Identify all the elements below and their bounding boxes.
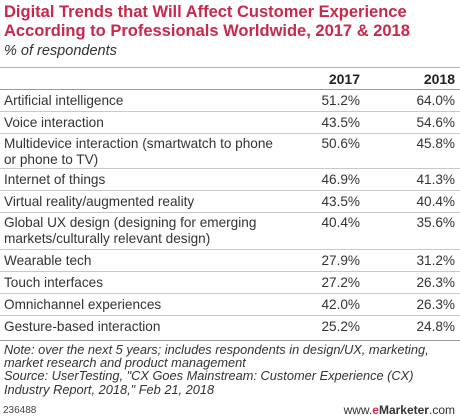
column-header-2018: 2018 bbox=[423, 71, 455, 87]
table-row: Virtual reality/augmented reality 43.5% 40… bbox=[0, 191, 460, 213]
notes-block: Note: over the next 5 years; includes re… bbox=[4, 343, 456, 396]
chart-subtitle: % of respondents bbox=[4, 43, 117, 59]
note-text: Note: over the next 5 years; includes re… bbox=[4, 342, 429, 371]
row-label: Wearable tech bbox=[4, 253, 92, 268]
row-label: Gesture-based interaction bbox=[4, 319, 161, 334]
row-separator bbox=[0, 293, 460, 294]
header-rule bbox=[0, 89, 460, 90]
table-row: Multidevice interaction (smartwatch to p… bbox=[0, 134, 460, 169]
row-label: Global UX design (designing for emerging… bbox=[4, 215, 257, 246]
value-2018: 64.0% bbox=[416, 93, 455, 108]
emarketer-logo[interactable]: www.eMarketer.com bbox=[344, 403, 455, 417]
value-2017: 50.6% bbox=[321, 136, 360, 151]
value-2018: 24.8% bbox=[416, 319, 455, 334]
value-2018: 41.3% bbox=[416, 172, 455, 187]
table-row: Omnichannel experiences 42.0% 26.3% bbox=[0, 294, 460, 316]
row-separator bbox=[0, 249, 460, 250]
value-2017: 40.4% bbox=[321, 215, 360, 230]
value-2017: 43.5% bbox=[321, 115, 360, 130]
value-2018: 40.4% bbox=[416, 194, 455, 209]
source-text: Source: UserTesting, "CX Goes Mainstream… bbox=[4, 368, 414, 397]
table-row: Wearable tech 27.9% 31.2% bbox=[0, 250, 460, 272]
row-separator bbox=[0, 133, 460, 134]
row-label: Voice interaction bbox=[4, 115, 104, 130]
table-row: Gesture-based interaction 25.2% 24.8% bbox=[0, 316, 460, 340]
value-2017: 42.0% bbox=[321, 297, 360, 312]
brand-e: e bbox=[372, 403, 379, 417]
table-row: Global UX design (designing for emerging… bbox=[0, 213, 460, 250]
value-2017: 46.9% bbox=[321, 172, 360, 187]
row-separator bbox=[0, 168, 460, 169]
row-label: Virtual reality/augmented reality bbox=[4, 194, 195, 209]
value-2017: 27.9% bbox=[321, 253, 360, 268]
top-rule bbox=[0, 67, 460, 68]
value-2017: 27.2% bbox=[321, 275, 360, 290]
column-header-2017: 2017 bbox=[328, 71, 360, 87]
table-row: Touch interfaces 27.2% 26.3% bbox=[0, 272, 460, 294]
row-separator bbox=[0, 271, 460, 272]
row-separator bbox=[0, 190, 460, 191]
table-row: Internet of things 46.9% 41.3% bbox=[0, 169, 460, 191]
table-row: Artificial intelligence 51.2% 64.0% bbox=[0, 90, 460, 112]
row-separator bbox=[0, 315, 460, 316]
brand-name: Marketer bbox=[378, 403, 429, 417]
value-2018: 31.2% bbox=[416, 253, 455, 268]
brand-suffix: .com bbox=[428, 403, 455, 417]
value-2017: 43.5% bbox=[321, 194, 360, 209]
value-2017: 51.2% bbox=[321, 93, 360, 108]
value-2018: 54.6% bbox=[416, 115, 455, 130]
row-label: Multidevice interaction (smartwatch to p… bbox=[4, 136, 273, 167]
row-label: Touch interfaces bbox=[4, 275, 103, 290]
value-2018: 26.3% bbox=[416, 297, 455, 312]
row-label: Omnichannel experiences bbox=[4, 297, 162, 312]
brand-prefix: www. bbox=[343, 403, 373, 417]
row-label: Internet of things bbox=[4, 172, 106, 187]
row-label: Artificial intelligence bbox=[4, 93, 124, 108]
row-separator bbox=[0, 212, 460, 213]
value-2017: 25.2% bbox=[321, 319, 360, 334]
value-2018: 45.8% bbox=[416, 136, 455, 151]
chart-id: 236488 bbox=[3, 405, 37, 416]
table-row: Voice interaction 43.5% 54.6% bbox=[0, 112, 460, 134]
bottom-rule bbox=[0, 340, 460, 341]
row-separator bbox=[0, 111, 460, 112]
value-2018: 35.6% bbox=[416, 215, 455, 230]
chart-title: Digital Trends that Will Affect Customer… bbox=[4, 3, 410, 40]
value-2018: 26.3% bbox=[416, 275, 455, 290]
